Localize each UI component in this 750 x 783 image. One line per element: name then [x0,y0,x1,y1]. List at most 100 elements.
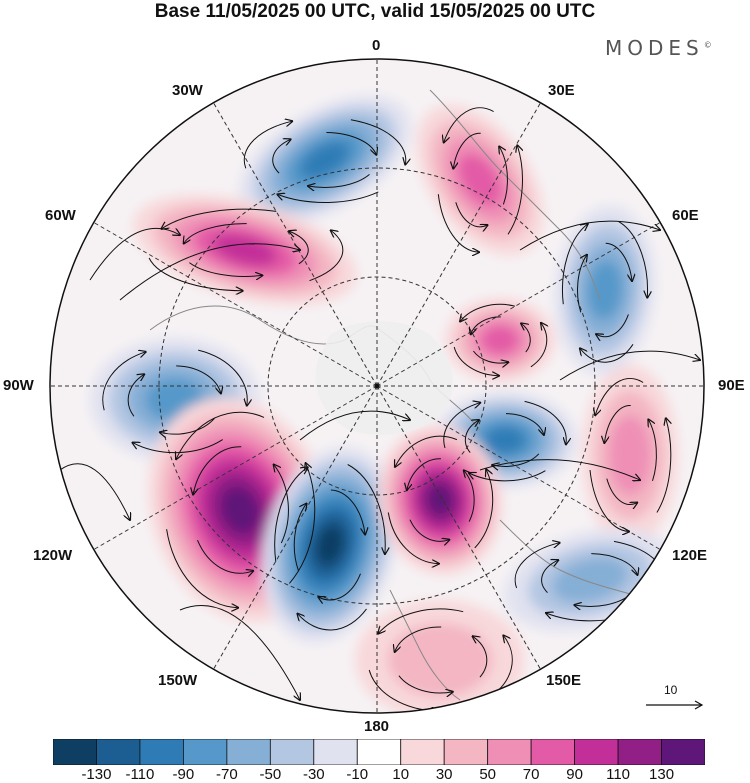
landmass-outline [499,519,651,601]
streamline [193,446,242,495]
colorbar-tick-label: -50 [259,766,282,783]
lon-label-30w: 30W [172,82,203,99]
streamline [298,608,367,631]
streamline [59,463,130,520]
streamline [591,553,637,575]
streamline [514,543,559,589]
streamline [378,608,464,633]
modes-logo: MODES© [605,36,712,60]
positive-anomaly-contour [457,153,503,207]
meridian-line [376,385,541,670]
positive-anomaly-contour [220,486,260,534]
lon-label-90w: 90W [3,377,34,394]
streamline [387,512,439,564]
meridian-line [376,385,661,550]
colorbar-tick-label: -10 [346,766,369,783]
north-pole-marker [374,383,380,389]
colorbar-tick-label: -30 [302,766,325,783]
streamline [492,453,540,467]
streamline [198,349,247,406]
meridian-line [376,102,541,387]
streamline [184,223,247,244]
streamline [243,121,292,169]
colorbar-tick-label: 10 [392,766,410,783]
streamline [299,410,410,441]
reference-vector-label: 10 [664,683,678,697]
streamline [347,464,386,555]
streamline [524,400,567,444]
streamline [318,573,361,600]
meridian-line [93,385,378,550]
colorbar-swatch [313,739,358,765]
streamline [289,231,309,265]
streamline [398,675,453,693]
streamline [561,224,587,305]
colorbar-swatch [53,739,97,765]
streamline [162,208,277,229]
lon-label-30e: 30E [548,82,575,99]
streamline [148,257,243,291]
streamline [89,227,180,281]
streamline [519,220,660,251]
colorbar-swatch [530,739,576,765]
lon-label-180: 180 [364,718,390,735]
polar-map [49,58,705,714]
colorbar-swatch [269,739,315,765]
meridian-line [376,222,661,387]
streamline [648,420,657,482]
streamline [102,352,146,411]
streamline [580,344,634,363]
streamline [119,243,300,301]
positive-anomaly-contour [480,325,520,355]
streamline [179,605,300,700]
streamline [541,560,559,593]
colorbar-swatch [487,739,532,765]
map-title: Base 11/05/2025 00 UTC, valid 15/05/2025… [154,1,596,22]
streamline [595,378,644,415]
streamline [507,145,522,235]
colorbar-swatch [617,739,662,765]
streamline [176,411,265,459]
lon-label-150e: 150E [546,672,582,689]
colorbar-tick-label: 30 [435,766,453,783]
colorbar-tick-label: 110 [606,766,631,783]
lon-label-60w: 60W [45,207,76,224]
streamline [596,314,629,336]
colorbar-swatch [356,739,402,765]
streamline [189,262,262,277]
meridian-line [93,222,378,387]
streamline [656,418,671,513]
streamline [505,413,544,435]
colorbar-swatch [574,739,619,765]
streamline [443,403,480,449]
streamline [577,255,586,313]
streamline [272,139,291,174]
arctic-ocean-region [315,321,453,435]
streamline [395,626,442,652]
streamline [464,470,475,522]
streamline [606,478,637,505]
streamline [453,346,499,376]
colorbar-swatch [182,739,228,765]
colorbar-tick-label: -90 [172,766,195,783]
streamline [278,191,379,203]
negative-anomaly-contour [315,524,345,566]
streamline [499,147,508,205]
colorbar-tick-label: -70 [216,766,238,783]
streamline [176,365,221,394]
streamline [604,404,631,442]
map-boundary [49,58,705,714]
streamline [455,202,488,226]
colorbar-swatch [96,739,141,765]
streamline [618,221,648,298]
lon-label-90e: 90E [718,377,745,394]
streamline [166,529,239,608]
streamline [293,504,306,572]
streamline [407,458,441,490]
colorbar-swatch [661,739,705,765]
streamline [127,374,144,417]
streamline [309,230,344,282]
colorbar-tick-label: -130 [81,766,112,783]
streamline [326,132,376,155]
lat-lon-grid [50,59,704,713]
